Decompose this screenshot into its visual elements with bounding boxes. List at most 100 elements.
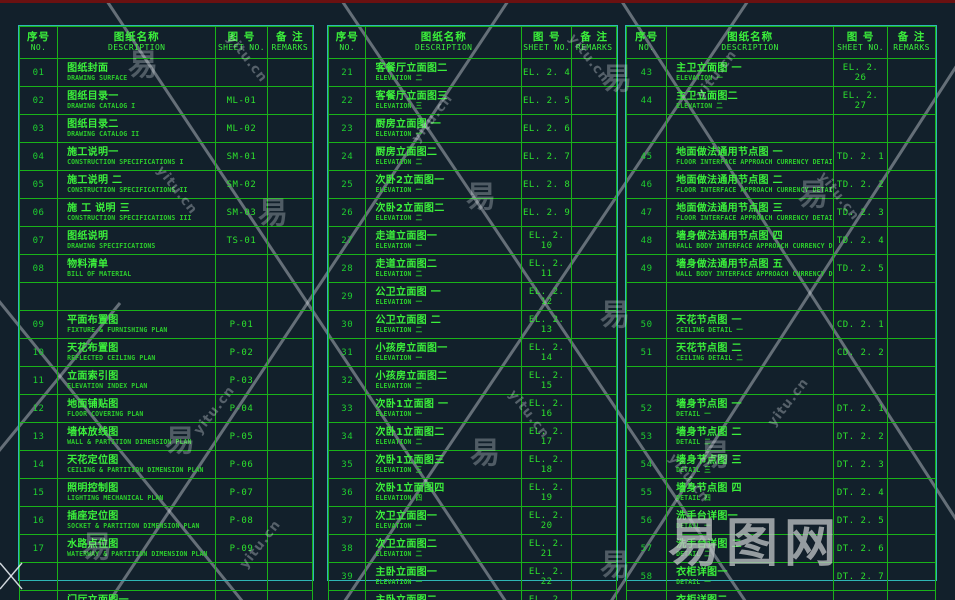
- description-cn: 次卧1立面图三: [375, 455, 445, 467]
- table-row[interactable]: 46 地面做法通用节点图 二 FLOOR INTERFACE APPROACH CU…: [625, 170, 936, 199]
- table-row[interactable]: 25 次卧2立面图一 ELEVATION 一 EL. 2. 8: [327, 170, 617, 199]
- description-en: CONSTRUCTION SPECIFICATIONS II: [67, 186, 188, 195]
- description-en: CEILING & PARTITION DIMENSION PLAN: [67, 466, 204, 475]
- table-row[interactable]: 01 图纸封面 DRAWING SURFACE: [18, 58, 314, 87]
- description-en: BILL OF MATERIAL: [67, 270, 132, 279]
- row-description: 主卫立面图 一 ELEVATION 一: [666, 58, 835, 87]
- description-cn: 主卫立面图 一: [676, 63, 742, 75]
- header-label-en: REMARKS: [575, 43, 613, 52]
- table-row[interactable]: 27 走道立面图一 ELEVATION 一 EL. 2. 10: [327, 226, 617, 255]
- table-row[interactable]: 11 立面索引图 ELEVATION INDEX PLAN P-03: [18, 366, 314, 395]
- sheet-list-block-2[interactable]: 序号 NO. 图纸名称 DESCRIPTION 图 号 SHEET NO. 备 注 REMAR…: [327, 25, 618, 600]
- description-cn: 图纸目录二: [67, 119, 119, 131]
- table-row[interactable]: 49 墙身做法通用节点图 五 WALL BODY INTERFACE APPROAC…: [625, 254, 936, 283]
- row-description: 天花节点图 一 CEILING DETAIL 一: [666, 310, 835, 339]
- row-remarks: [571, 142, 617, 171]
- row-remarks: [571, 422, 617, 451]
- table-row[interactable]: 59衣柜详图二DETAIL 二DT. 2. 8: [625, 590, 936, 600]
- row-description: 地面铺贴图 FLOOR COVERING PLAN: [57, 394, 217, 423]
- table-row[interactable]: 02 图纸目录一 DRAWING CATALOG I ML-01: [18, 86, 314, 115]
- description-cn: 客餐厅立面图二: [375, 63, 448, 75]
- table-row[interactable]: 54 墙身节点图 三 DETAIL 三 DT. 2. 3: [625, 450, 936, 479]
- table-row[interactable]: 32 小孩房立面图二 ELEVATION 二 EL. 2. 15: [327, 366, 617, 395]
- sheet-list-block-3[interactable]: 序号 NO. 图纸名称 DESCRIPTION 图 号 SHEET NO. 备 注 REMAR…: [625, 25, 937, 600]
- table-row[interactable]: 40主卧立面图二ELEVATION 二EL. 2. 23: [327, 590, 617, 600]
- table-row[interactable]: 36 次卧1立面图四 ELEVATION 四 EL. 2. 19: [327, 478, 617, 507]
- table-row[interactable]: 51 天花节点图 二 CEILING DETAIL 二 CD. 2. 2: [625, 338, 936, 367]
- table-row[interactable]: 56 洗手台详图一 DETAIL 一 DT. 2. 5: [625, 506, 936, 535]
- table-body-1: 序号 NO. 图纸名称 DESCRIPTION 图 号 SHEET NO. 备 注 REMAR…: [18, 26, 314, 600]
- table-row[interactable]: 13 墙体放线图 WALL & PARTITION DIMENSION PLAN P-…: [18, 422, 314, 451]
- sheet-list-block-1[interactable]: 序号 NO. 图纸名称 DESCRIPTION 图 号 SHEET NO. 备 注 REMAR…: [18, 25, 314, 600]
- table-row[interactable]: 22 客餐厅立面图三 ELEVATION 三 EL. 2. 5: [327, 86, 617, 115]
- cad-canvas[interactable]: 序号 NO. 图纸名称 DESCRIPTION 图 号 SHEET NO. 备 注 REMAR…: [0, 3, 955, 600]
- table-row[interactable]: 28 走道立面图二 ELEVATION 二 EL. 2. 11: [327, 254, 617, 283]
- table-row[interactable]: 05 施工说明 二 CONSTRUCTION SPECIFICATIONS II SM…: [18, 170, 314, 199]
- table-row[interactable]: 58 衣柜详图一 DETAIL 一 DT. 2. 7: [625, 562, 936, 591]
- table-row[interactable]: 35 次卧1立面图三 ELEVATION 三 EL. 2. 18: [327, 450, 617, 479]
- table-row[interactable]: 17 水路点位图 WATERWAY & PARTITION DIMENSION PL…: [18, 534, 314, 563]
- row-description: 天花定位图 CEILING & PARTITION DIMENSION PLAN: [57, 450, 217, 479]
- table-row[interactable]: 48 墙身做法通用节点图 四 WALL BODY INTERFACE APPROAC…: [625, 226, 936, 255]
- table-row[interactable]: 16 插座定位图 SOCKET & PARTITION DIMENSION PLAN…: [18, 506, 314, 535]
- row-description: 走道立面图一 ELEVATION 一: [365, 226, 522, 255]
- row-remarks: [571, 226, 617, 255]
- row-number: 21: [327, 58, 367, 87]
- description-en: FLOOR INTERFACE APPROACH CURRENCY DETAIL…: [676, 186, 834, 195]
- table-row[interactable]: 07 图纸说明 DRAWING SPECIFICATIONS TS-01: [18, 226, 314, 255]
- table-row[interactable]: 21 客餐厅立面图二 ELEVATION 二 EL. 2. 4: [327, 58, 617, 87]
- row-sheet-no: TD. 2. 3: [833, 198, 889, 227]
- table-row[interactable]: 33 次卧1立面图 一 ELEVATION 一 EL. 2. 16: [327, 394, 617, 423]
- table-row[interactable]: 12 地面铺贴图 FLOOR COVERING PLAN P-04: [18, 394, 314, 423]
- table-row[interactable]: 43 主卫立面图 一 ELEVATION 一 EL. 2. 26: [625, 58, 936, 87]
- table-row[interactable]: 34 次卧1立面图二 ELEVATION 二 EL. 2. 17: [327, 422, 617, 451]
- sheet-list-table[interactable]: 序号 NO. 图纸名称 DESCRIPTION 图 号 SHEET NO. 备 注 REMAR…: [18, 26, 314, 600]
- table-row[interactable]: 55 墙身节点图 四 DETAIL 四 DT. 2. 4: [625, 478, 936, 507]
- table-row[interactable]: 23 厨房立面图 一 ELEVATION 一 EL. 2. 6: [327, 114, 617, 143]
- description-cn: 墙体放线图: [67, 427, 119, 439]
- row-sheet-no: DT. 2. 3: [833, 450, 889, 479]
- spacer-cell: [666, 114, 835, 143]
- header-cell-remarks: 备 注 REMARKS: [266, 26, 314, 59]
- description-en: CONSTRUCTION SPECIFICATIONS I: [67, 158, 184, 167]
- table-row[interactable]: 15 照明控制图 LIGHTING MECHANICAL PLAN P-07: [18, 478, 314, 507]
- row-description: 插座定位图 SOCKET & PARTITION DIMENSION PLAN: [57, 506, 217, 535]
- description-en: ELEVATION 二: [375, 214, 423, 223]
- table-row[interactable]: 24 厨房立面图二 ELEVATION 二 EL. 2. 7: [327, 142, 617, 171]
- table-row[interactable]: 14 天花定位图 CEILING & PARTITION DIMENSION PLA…: [18, 450, 314, 479]
- table-row[interactable]: 08 物料清单 BILL OF MATERIAL: [18, 254, 314, 283]
- row-number: 56: [625, 506, 668, 535]
- table-row[interactable]: 29 公卫立面图 一 ELEVATION 一 EL. 2. 12: [327, 282, 617, 311]
- row-number: 13: [18, 422, 59, 451]
- table-row[interactable]: 38 次卫立面图二 ELEVATION 二 EL. 2. 21: [327, 534, 617, 563]
- table-row[interactable]: 37 次卫立面图一 ELEVATION 一 EL. 2. 20: [327, 506, 617, 535]
- table-row[interactable]: 03 图纸目录二 DRAWING CATALOG II ML-02: [18, 114, 314, 143]
- table-row[interactable]: 53 墙身节点图 二 DETAIL 二 DT. 2. 2: [625, 422, 936, 451]
- row-description: 门厅立面图一ELEVATION 一: [57, 590, 217, 600]
- table-row[interactable]: 09 平面布置图 FIXTURE & FURNISHING PLAN P-01: [18, 310, 314, 339]
- row-sheet-no: [215, 254, 268, 283]
- row-sheet-no: EL. 2. 7: [520, 142, 573, 171]
- row-sheet-no: ML-01: [215, 86, 268, 115]
- table-row[interactable]: 50 天花节点图 一 CEILING DETAIL 一 CD. 2. 1: [625, 310, 936, 339]
- row-number: 08: [18, 254, 59, 283]
- table-row[interactable]: 39 主卧立面图一 ELEVATION 一 EL. 2. 22: [327, 562, 617, 591]
- table-row[interactable]: 18门厅立面图一ELEVATION 一EL. 2. 1: [18, 590, 314, 600]
- table-row[interactable]: 26 次卧2立面图二 ELEVATION 二 EL. 2. 9: [327, 198, 617, 227]
- table-row[interactable]: 31 小孩房立面图一 ELEVATION 一 EL. 2. 14: [327, 338, 617, 367]
- row-number: 36: [327, 478, 367, 507]
- table-row[interactable]: 47 地面做法通用节点图 三 FLOOR INTERFACE APPROACH CU…: [625, 198, 936, 227]
- table-row[interactable]: 45 地面做法通用节点图 一 FLOOR INTERFACE APPROACH CU…: [625, 142, 936, 171]
- table-row[interactable]: 06 施 工 说明 三 CONSTRUCTION SPECIFICATIONS II…: [18, 198, 314, 227]
- table-row[interactable]: 52 墙身节点图 一 DETAIL 一 DT. 2. 1: [625, 394, 936, 423]
- sheet-list-table[interactable]: 序号 NO. 图纸名称 DESCRIPTION 图 号 SHEET NO. 备 注 REMAR…: [625, 26, 936, 600]
- table-row[interactable]: 10 天花布置图 REFLECTED CEILING PLAN P-02: [18, 338, 314, 367]
- sheet-list-table[interactable]: 序号 NO. 图纸名称 DESCRIPTION 图 号 SHEET NO. 备 注 REMAR…: [327, 26, 617, 600]
- table-spacer-row: [625, 366, 936, 395]
- table-row[interactable]: 30 公卫立面图 二 ELEVATION 二 EL. 2. 13: [327, 310, 617, 339]
- table-row[interactable]: 44 主卫立面图二 ELEVATION 二 EL. 2. 27: [625, 86, 936, 115]
- description-cn: 天花节点图 一: [676, 315, 742, 327]
- table-row[interactable]: 04 施工说明一 CONSTRUCTION SPECIFICATIONS I SM-0…: [18, 142, 314, 171]
- row-description: 洗手台详图一 DETAIL 一: [666, 506, 835, 535]
- table-row[interactable]: 57 洗手台详图 二 DETAIL 二 DT. 2. 6: [625, 534, 936, 563]
